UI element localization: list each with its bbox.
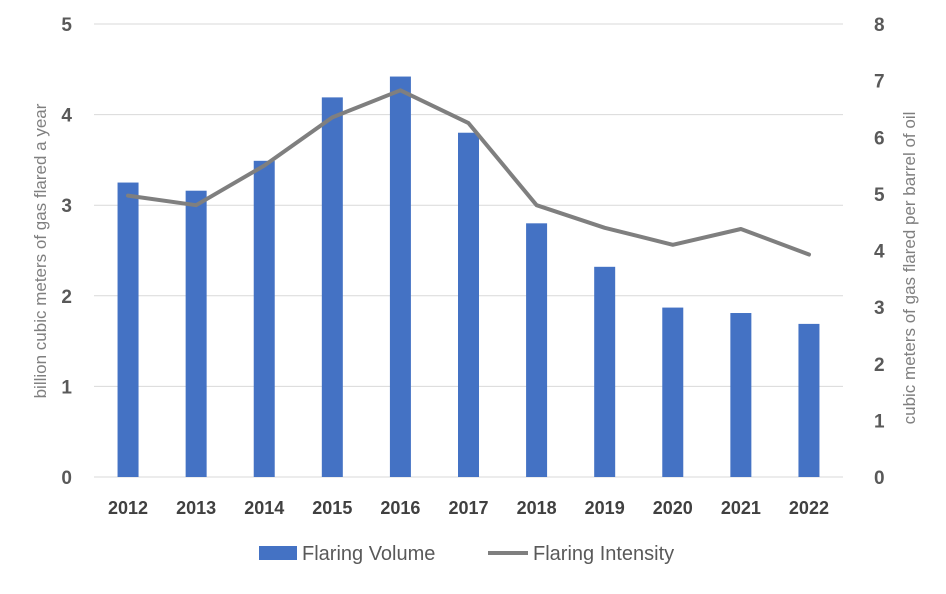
bar-2012 <box>117 182 139 478</box>
bar-2021 <box>730 313 752 477</box>
point-2018 <box>536 204 538 206</box>
x-tick-label: 2012 <box>108 498 148 518</box>
right-tick-label: 4 <box>874 242 885 263</box>
x-tick-label: 2019 <box>585 498 625 518</box>
x-tick-label: 2017 <box>448 498 488 518</box>
right-axis-title: cubic meters of gas flared per barrel of… <box>900 112 919 425</box>
bars <box>117 76 820 478</box>
x-tick-label: 2021 <box>721 498 761 518</box>
right-tick-label: 5 <box>874 185 885 206</box>
x-tick-label: 2022 <box>789 498 829 518</box>
bar-2017 <box>458 132 479 477</box>
right-tick-label: 3 <box>874 298 885 319</box>
bar-2013 <box>185 190 207 478</box>
right-tick-label: 8 <box>874 15 885 36</box>
point-2014 <box>263 165 265 167</box>
point-2016 <box>399 89 401 91</box>
right-tick-label: 0 <box>874 468 885 489</box>
point-2015 <box>331 116 333 118</box>
legend-label-flaring-intensity: Flaring Intensity <box>533 543 674 565</box>
left-tick-label: 4 <box>61 106 72 127</box>
left-axis-ticks: 0 1 2 3 4 5 <box>61 15 72 489</box>
x-tick-label: 2020 <box>653 498 693 518</box>
bar-2022 <box>798 323 820 477</box>
left-tick-label: 1 <box>61 377 72 398</box>
bar-2014 <box>253 160 275 477</box>
bar-2018 <box>526 223 548 477</box>
left-axis-title: billion cubic meters of gas flared a yea… <box>31 103 50 398</box>
legend: Flaring Volume Flaring Intensity <box>259 543 674 565</box>
x-tick-label: 2015 <box>312 498 352 518</box>
x-tick-label: 2013 <box>176 498 216 518</box>
left-tick-label: 0 <box>61 468 72 489</box>
bar-2020 <box>662 307 684 477</box>
right-tick-label: 1 <box>874 411 885 432</box>
point-2017 <box>468 122 469 124</box>
legend-swatch-flaring-volume <box>259 546 297 560</box>
x-tick-label: 2018 <box>517 498 557 518</box>
right-tick-label: 2 <box>874 355 885 376</box>
right-tick-label: 6 <box>874 128 885 149</box>
point-2013 <box>195 204 197 206</box>
left-tick-label: 3 <box>61 196 72 217</box>
x-axis-labels: 2012 2013 2014 2015 2016 2017 2018 2019 2020 2021… <box>108 498 829 518</box>
bar-2019 <box>594 266 616 477</box>
x-tick-label: 2014 <box>244 498 284 518</box>
legend-label-flaring-volume: Flaring Volume <box>302 543 435 565</box>
point-2022 <box>808 253 810 255</box>
bar-2016 <box>389 76 411 477</box>
point-2020 <box>672 244 674 246</box>
left-tick-label: 5 <box>61 15 72 36</box>
point-2019 <box>604 227 606 229</box>
line-series <box>126 88 811 257</box>
x-tick-label: 2016 <box>380 498 420 518</box>
right-axis-ticks: 0 1 2 3 4 5 6 7 8 <box>874 15 885 489</box>
right-tick-label: 7 <box>874 72 885 93</box>
left-tick-label: 2 <box>61 287 72 308</box>
point-2021 <box>740 228 742 230</box>
point-2012 <box>127 195 129 197</box>
bar-2015 <box>321 97 343 478</box>
